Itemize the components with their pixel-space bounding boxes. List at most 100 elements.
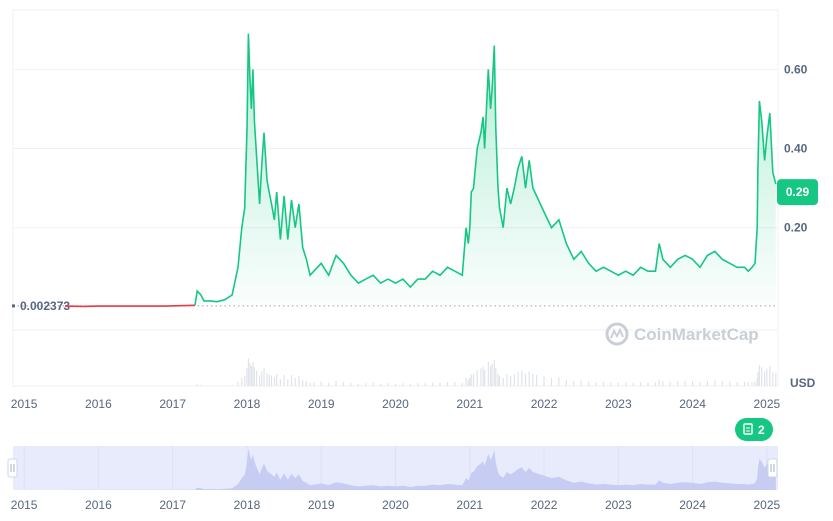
volume-bar bbox=[497, 374, 499, 386]
navigator-x-tick-label-7: 2022 bbox=[531, 498, 558, 512]
volume-bar bbox=[196, 384, 198, 386]
navigator-series bbox=[65, 448, 776, 490]
current-price-badge: 0.29 bbox=[777, 179, 818, 206]
volume-bar bbox=[249, 362, 251, 386]
baseline-marker bbox=[12, 304, 15, 308]
price-line bbox=[194, 33, 777, 306]
volume-bar bbox=[305, 381, 307, 386]
grid-lines bbox=[13, 68, 778, 229]
volume-bar bbox=[387, 383, 389, 386]
volume-bar bbox=[699, 382, 701, 386]
volume-bar bbox=[602, 382, 605, 386]
volume-bar bbox=[524, 374, 527, 386]
volume-bar bbox=[246, 368, 248, 386]
volume-bar bbox=[580, 380, 582, 386]
volume-bar bbox=[489, 366, 492, 386]
volume-bar bbox=[669, 382, 671, 386]
volume-bar bbox=[241, 378, 243, 386]
navigator-right-handle[interactable] bbox=[767, 458, 778, 478]
volume-bar bbox=[588, 381, 590, 386]
volume-bar bbox=[729, 381, 731, 386]
volume-bar bbox=[253, 367, 255, 386]
volume-bar bbox=[484, 370, 486, 386]
volume-bar bbox=[270, 375, 273, 386]
volume-bar bbox=[754, 381, 756, 386]
volume-bars bbox=[196, 358, 777, 386]
volume-bar bbox=[342, 381, 345, 386]
volume-bar bbox=[493, 359, 495, 386]
range-navigator[interactable] bbox=[7, 446, 778, 490]
volume-bar bbox=[764, 371, 766, 386]
volume-bar bbox=[320, 381, 322, 386]
volume-bar bbox=[394, 383, 397, 386]
volume-bar bbox=[467, 379, 469, 386]
volume-bar bbox=[766, 368, 768, 386]
volume-bar bbox=[632, 382, 634, 386]
volume-bar bbox=[714, 380, 716, 386]
volume-bar bbox=[263, 368, 265, 386]
baseline-label: 0.002373 bbox=[20, 299, 70, 313]
volume-bar bbox=[252, 362, 254, 386]
volume-bar bbox=[721, 381, 723, 386]
volume-bar bbox=[543, 376, 545, 386]
volume-bar bbox=[757, 372, 759, 386]
volume-bar bbox=[469, 378, 471, 386]
volume-bar bbox=[470, 374, 472, 386]
volume-bar bbox=[654, 382, 657, 386]
navigator-x-tick-label-6: 2021 bbox=[456, 498, 483, 512]
navigator-x-tick-label-10: 2025 bbox=[754, 498, 781, 512]
volume-bar bbox=[365, 383, 367, 386]
volume-bar bbox=[417, 383, 419, 386]
volume-bar bbox=[617, 382, 619, 386]
volume-bar bbox=[279, 379, 281, 386]
volume-bar bbox=[256, 370, 258, 386]
volume-bar bbox=[247, 358, 250, 386]
volume-bar bbox=[446, 382, 449, 386]
watermark-text: CoinMarketCap bbox=[634, 325, 759, 344]
news-count: 2 bbox=[758, 423, 765, 437]
x-axis-ticks: 2015 2016 2017 2018 2019 2020 2021 2022 2023 2024… bbox=[11, 397, 781, 411]
volume-bar bbox=[402, 383, 404, 386]
volume-bar bbox=[528, 371, 530, 386]
volume-bar bbox=[465, 378, 467, 386]
volume-bar bbox=[283, 374, 285, 386]
volume-bar bbox=[684, 380, 686, 386]
volume-bar bbox=[461, 382, 463, 386]
coinmarketcap-logo-mark bbox=[610, 327, 624, 339]
navigator-x-axis-ticks: 2015 2016 2017 2018 2019 2020 2021 2022 2023 2024… bbox=[11, 498, 781, 512]
news-badge[interactable]: 2 bbox=[735, 418, 773, 441]
navigator-x-tick-label-5: 2020 bbox=[382, 498, 409, 512]
y-axis-unit: USD bbox=[790, 376, 816, 390]
volume-bar bbox=[625, 382, 627, 386]
navigator-x-tick-label-4: 2019 bbox=[308, 498, 335, 512]
y-tick-label-2: 0.20 bbox=[784, 221, 808, 235]
volume-bar bbox=[513, 374, 515, 386]
volume-bar bbox=[736, 382, 738, 386]
volume-bar bbox=[237, 382, 239, 386]
x-tick-label-9: 2024 bbox=[679, 397, 706, 411]
volume-bar bbox=[491, 364, 493, 386]
volume-bar bbox=[747, 382, 749, 386]
volume-bar bbox=[287, 379, 289, 386]
volume-bar bbox=[276, 374, 278, 386]
volume-bar bbox=[558, 377, 560, 386]
volume-bar bbox=[268, 374, 270, 386]
y-tick-label-0: 0.60 bbox=[784, 62, 808, 76]
volume-bar bbox=[328, 382, 330, 386]
volume-bar bbox=[290, 375, 293, 386]
document-icon bbox=[743, 423, 753, 435]
volume-bar bbox=[480, 368, 482, 386]
volume-bar bbox=[476, 370, 478, 386]
volume-bar bbox=[639, 382, 642, 386]
volume-bar bbox=[751, 382, 753, 386]
volume-bar bbox=[454, 382, 456, 386]
volume-bar bbox=[372, 382, 374, 386]
volume-bar bbox=[662, 381, 664, 386]
volume-bar bbox=[309, 382, 311, 386]
x-tick-label-7: 2022 bbox=[531, 397, 558, 411]
volume-bar bbox=[691, 381, 694, 386]
price-area bbox=[195, 33, 776, 306]
volume-bar bbox=[647, 382, 649, 386]
navigator-left-handle[interactable] bbox=[7, 458, 18, 478]
volume-bar bbox=[706, 380, 709, 386]
